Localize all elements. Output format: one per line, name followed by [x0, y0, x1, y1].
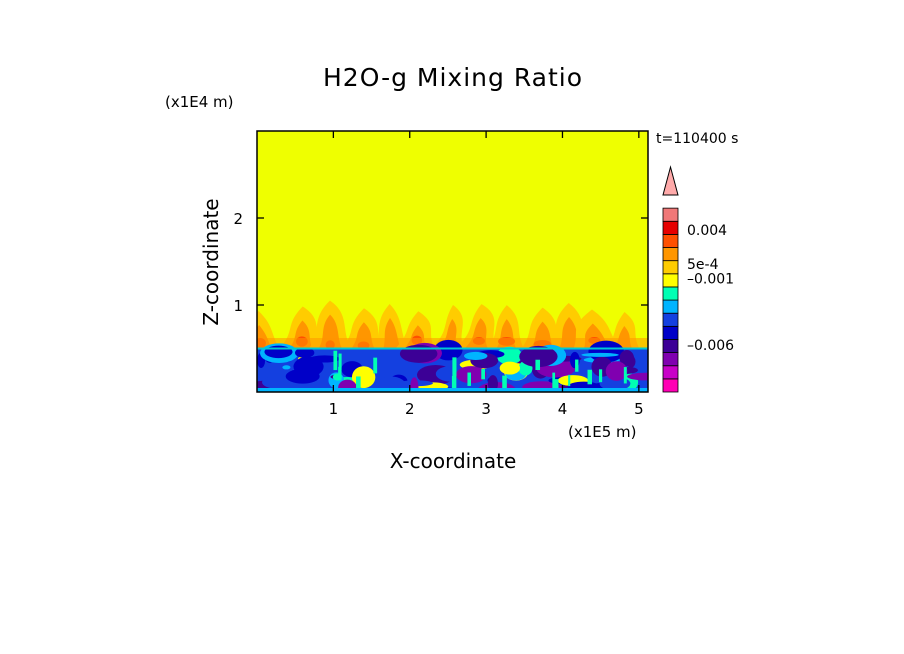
boundary-streak: [451, 376, 457, 392]
boundary-streak: [587, 369, 592, 385]
colorbar-segment: [662, 220, 679, 235]
boundary-streak: [535, 359, 541, 371]
boundary-streak: [338, 353, 342, 371]
boundary-cell: [599, 376, 631, 391]
boundary-streak: [333, 350, 338, 371]
surface-layer: [257, 388, 648, 392]
plume-outer: [432, 305, 465, 348]
boundary-cell: [627, 372, 648, 381]
colorbar-segment: [662, 273, 679, 288]
boundary-cell: [309, 355, 340, 363]
boundary-streak: [568, 374, 571, 387]
colorbar-segment: [662, 247, 679, 262]
x-tick-label: 1: [329, 400, 339, 418]
boundary-layer-cells: [257, 339, 648, 392]
colorbar-tick-label: –0.001: [687, 272, 734, 288]
colorbar-segment: [662, 260, 679, 275]
colorbar: [662, 165, 679, 393]
y-tick-label: 2: [233, 210, 243, 228]
colorbar-tick-labels: 0.004 5e-4–0.001 –0.006: [687, 223, 734, 354]
colorbar-tick-label: –0.006: [687, 338, 734, 354]
colorbar-segment: [662, 365, 679, 380]
boundary-cell: [338, 379, 357, 392]
x-scale-label: (x1E5 m): [568, 423, 637, 441]
boundary-cell: [499, 361, 521, 375]
colorbar-segment: [662, 312, 679, 327]
y-axis-label: Z-coordinate: [199, 198, 223, 325]
colorbar-arrow: [662, 165, 679, 196]
x-tick-label: 2: [405, 400, 415, 418]
boundary-streak: [598, 369, 603, 383]
boundary-streak: [623, 367, 627, 384]
colorbar-segment: [662, 286, 679, 301]
contour-field: [257, 131, 648, 392]
y-scale-label: (x1E4 m): [165, 93, 234, 111]
boundary-streak: [467, 372, 471, 386]
boundary-cell: [581, 352, 619, 357]
boundary-streak: [502, 375, 507, 392]
boundary-cell: [464, 351, 488, 360]
colorbar-segment: [662, 299, 679, 314]
time-label: t=110400 s: [656, 131, 738, 147]
colorbar-tick-label: 0.004: [687, 223, 727, 239]
x-tick-label: 5: [634, 400, 644, 418]
x-tick-label: 4: [558, 400, 568, 418]
boundary-cell: [626, 355, 636, 368]
boundary-cell: [455, 366, 487, 384]
x-ticks: 1 2 3 4 5: [329, 131, 644, 418]
boundary-streak: [481, 369, 485, 380]
boundary-streak: [356, 376, 361, 392]
boundary-cell: [487, 375, 498, 392]
colorbar-segment: [662, 207, 679, 222]
colorbar-tick-label: 5e-4: [687, 257, 719, 273]
colorbar-segment: [662, 325, 679, 340]
x-axis-label: X-coordinate: [390, 449, 517, 473]
boundary-streak: [554, 379, 559, 392]
boundary-cell: [588, 340, 624, 363]
plot-frame: [256, 130, 649, 393]
x-tick-label: 3: [481, 400, 491, 418]
colorbar-segment: [662, 339, 679, 354]
boundary-cell: [295, 347, 315, 358]
boundary-cell: [285, 368, 320, 384]
boundary-streak: [338, 366, 342, 381]
boundary-cell: [375, 376, 407, 392]
boundary-cell: [282, 365, 291, 370]
boundary-cell: [262, 375, 293, 389]
boundary-cell: [496, 346, 523, 365]
boundary-streak: [452, 357, 457, 377]
chart-title: H2O-g Mixing Ratio: [323, 63, 583, 92]
colorbar-segment: [662, 352, 679, 367]
colorbar-segment: [662, 233, 679, 248]
boundary-cell: [605, 361, 628, 381]
y-tick-label: 1: [233, 297, 243, 315]
colorbar-segment: [662, 378, 679, 393]
boundary-streak: [575, 359, 579, 372]
boundary-streak: [373, 357, 378, 374]
boundary-streak: [552, 372, 556, 392]
boundary-cell: [519, 345, 558, 368]
y-ticks: 12: [233, 210, 648, 315]
